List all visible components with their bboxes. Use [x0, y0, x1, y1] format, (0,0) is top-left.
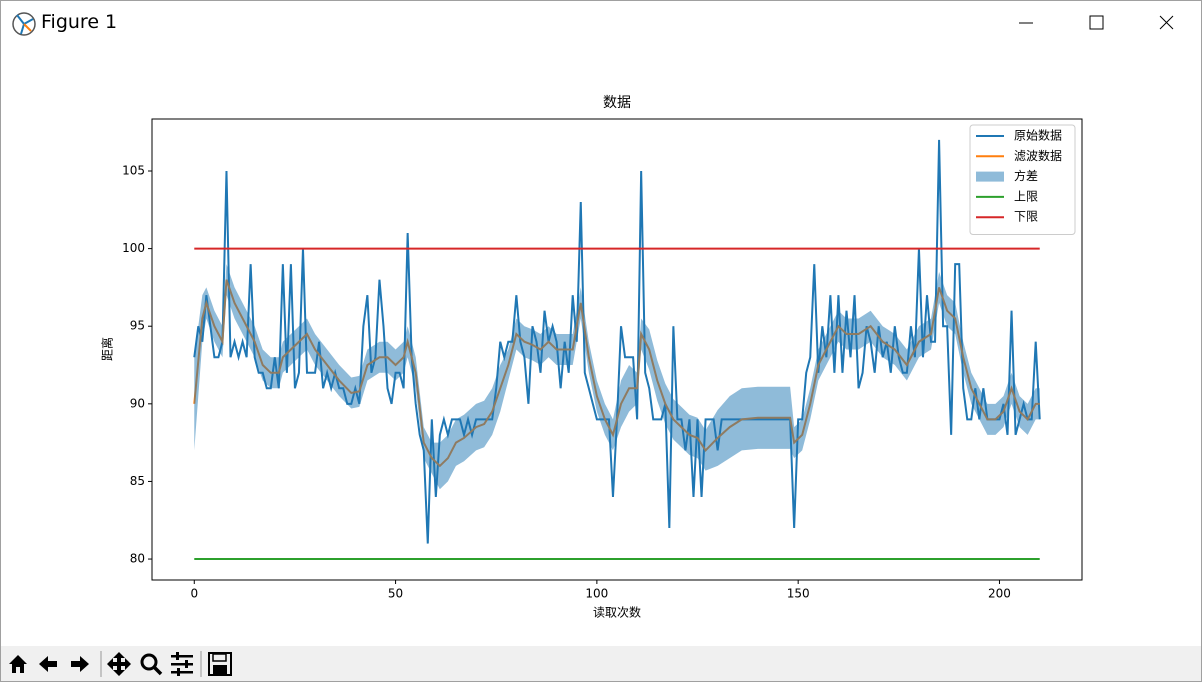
x-tick-label: 0	[190, 587, 198, 601]
x-tick-label: 150	[787, 587, 810, 601]
chart: 数据 读取次数 距离 0 50 100 150 200 80 85 90 95 100 105 原始数…	[100, 95, 1083, 620]
y-tick-label: 85	[130, 474, 145, 488]
y-axis-label: 距离	[100, 337, 115, 361]
y-tick-label: 105	[122, 163, 145, 177]
x-axis-label: 读取次数	[593, 605, 641, 620]
forward-button[interactable]	[71, 656, 89, 672]
toolbar-buttons	[9, 651, 232, 677]
legend-box	[969, 124, 1076, 235]
legend-swatch	[976, 171, 1004, 182]
configure-button[interactable]	[171, 652, 193, 676]
home-button[interactable]	[9, 655, 27, 673]
app-icon	[12, 12, 36, 36]
maximize-button[interactable]	[1089, 15, 1104, 30]
save-button[interactable]	[208, 652, 232, 676]
x-tick-label: 50	[388, 587, 403, 601]
variance-band	[194, 264, 1040, 490]
legend-label: 滤波数据	[1014, 148, 1062, 163]
y-tick-label: 90	[130, 396, 145, 410]
chart-title: 数据	[603, 95, 631, 111]
window-controls[interactable]	[1011, 1, 1201, 45]
title-bar: Figure 1	[1, 1, 1201, 45]
close-button[interactable]	[1159, 15, 1174, 30]
x-tick-label: 200	[988, 587, 1011, 601]
window-title: Figure 1	[41, 11, 118, 33]
legend-label: 上限	[1014, 189, 1038, 203]
zoom-button[interactable]	[140, 653, 158, 671]
plot-area	[193, 139, 1041, 561]
toolbar	[1, 646, 1201, 681]
y-tick-label: 80	[130, 552, 145, 566]
x-tick-label: 100	[585, 587, 608, 601]
y-tick-label: 95	[130, 319, 145, 333]
back-button[interactable]	[39, 656, 57, 672]
legend-label: 原始数据	[1014, 128, 1062, 143]
legend-label: 下限	[1014, 210, 1038, 224]
pan-button[interactable]	[107, 652, 131, 676]
y-tick-label: 100	[122, 241, 145, 255]
plot-frame	[151, 118, 1083, 581]
legend-label: 方差	[1014, 168, 1038, 183]
